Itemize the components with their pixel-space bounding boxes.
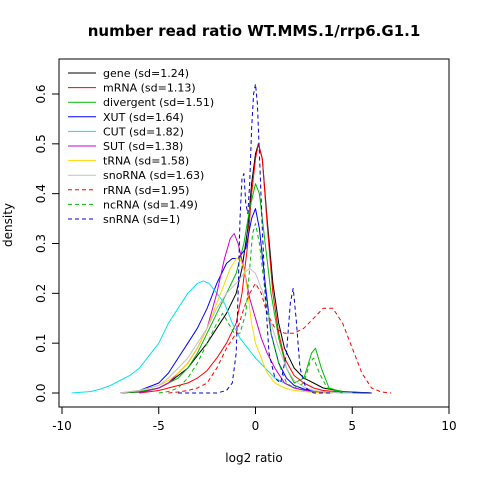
series-line-9 [168, 282, 392, 394]
legend-label: SUT (sd=1.38) [103, 140, 183, 153]
y-axis: 0.0 0.1 0.2 0.3 0.4 0.5 0.6 [34, 84, 60, 403]
y-axis-label: density [1, 203, 15, 247]
x-tick-label: -5 [153, 419, 165, 433]
series-line-8 [119, 267, 353, 394]
x-tick-label: 5 [348, 419, 356, 433]
y-tick-label: 0.2 [34, 284, 48, 303]
plot-area [71, 83, 392, 394]
legend-label: gene (sd=1.24) [103, 67, 189, 80]
y-tick-label: 0.0 [34, 383, 48, 402]
series-line-11 [178, 83, 333, 394]
x-axis: -10 -5 0 5 10 [52, 406, 457, 433]
series-line-2 [139, 143, 372, 394]
legend: gene (sd=1.24) mRNA (sd=1.13)divergent (s… [68, 67, 214, 226]
y-tick-label: 0.4 [34, 184, 48, 203]
series-line-10 [158, 223, 343, 394]
x-axis-label: log2 ratio [225, 451, 282, 465]
chart-title: number read ratio WT.MMS.1/rrp6.G1.1 [88, 22, 421, 40]
legend-label: snRNA (sd=1) [103, 213, 180, 226]
y-tick-label: 0.1 [34, 334, 48, 353]
series-line-4 [119, 208, 372, 394]
series-line-3 [119, 183, 372, 394]
y-tick-label: 0.5 [34, 134, 48, 153]
x-tick-label: -10 [52, 419, 72, 433]
series-line-1 [119, 143, 372, 394]
legend-label: CUT (sd=1.82) [103, 125, 184, 138]
x-tick-label: 0 [252, 419, 260, 433]
legend-label: tRNA (sd=1.58) [103, 155, 189, 168]
x-tick-label: 10 [441, 419, 456, 433]
legend-label: rRNA (sd=1.95) [103, 184, 189, 197]
legend-label: divergent (sd=1.51) [103, 96, 214, 109]
legend-label: snoRNA (sd=1.63) [103, 169, 204, 182]
legend-label: XUT (sd=1.64) [103, 111, 184, 124]
y-tick-label: 0.3 [34, 234, 48, 253]
series-line-7 [119, 258, 333, 394]
legend-label: mRNA (sd=1.13) [103, 82, 196, 95]
y-tick-label: 0.6 [34, 84, 48, 103]
legend-label: ncRNA (sd=1.49) [103, 198, 198, 211]
